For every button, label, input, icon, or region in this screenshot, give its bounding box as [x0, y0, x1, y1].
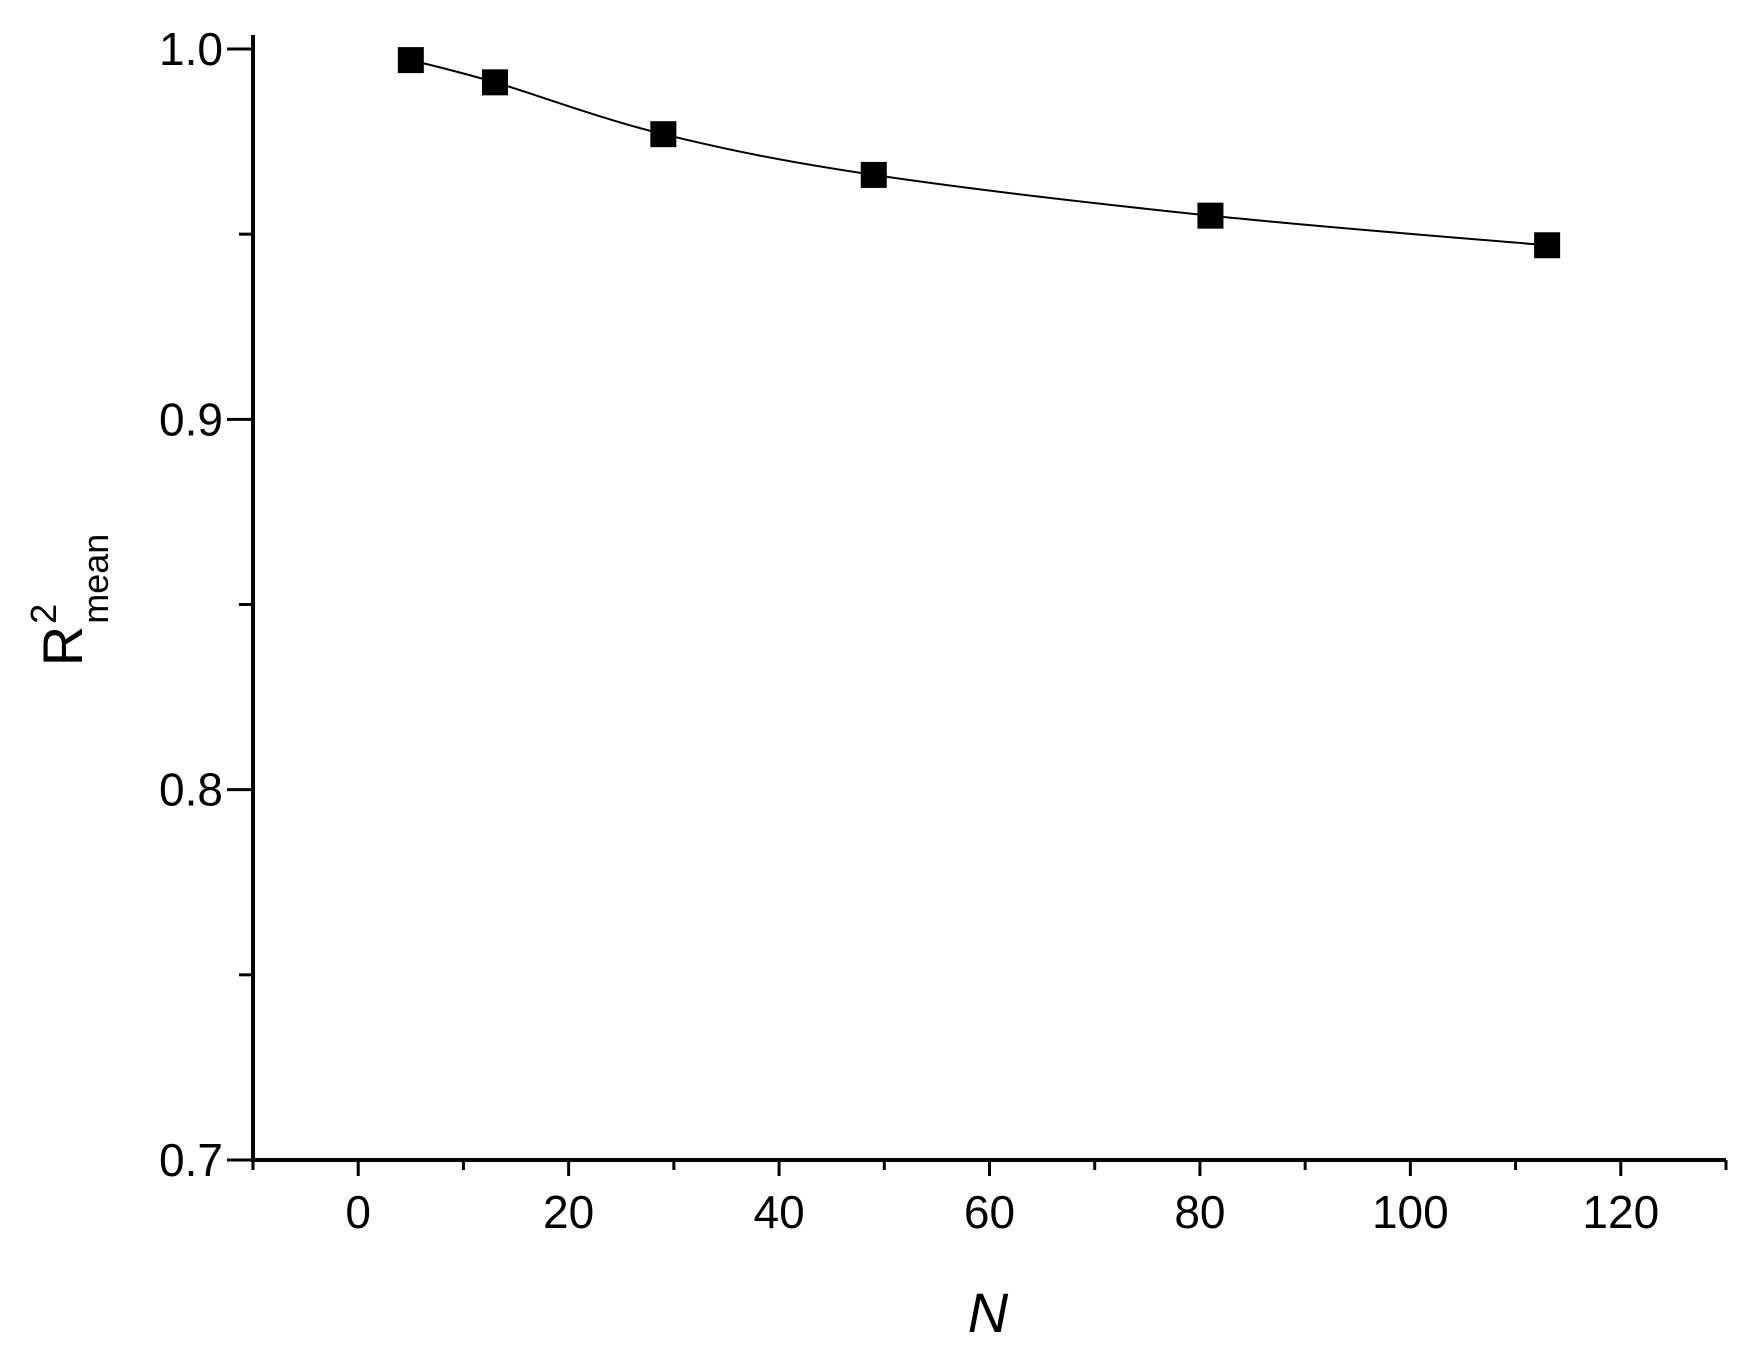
x-tick-label: 60	[964, 1186, 1015, 1238]
x-tick-label: 100	[1372, 1186, 1449, 1238]
y-axis-title: R2 mean	[23, 534, 116, 667]
y-axis-title-base: R	[31, 626, 94, 666]
y-tick-label: 0.8	[159, 764, 223, 816]
data-point	[397, 47, 424, 74]
plot-series	[397, 47, 1561, 259]
data-point	[650, 121, 677, 148]
x-tick-label: 40	[753, 1186, 804, 1238]
x-axis-title: N	[968, 1281, 1009, 1344]
y-axis-title-subscript: mean	[75, 534, 116, 624]
data-point	[1534, 232, 1561, 259]
y-tick-label: 0.9	[159, 393, 223, 445]
data-point	[481, 69, 508, 96]
y-tick-label: 1.0	[159, 23, 223, 75]
x-tick-label: 20	[543, 1186, 594, 1238]
data-point	[860, 161, 887, 188]
axis-titles: N R2 mean	[23, 534, 1009, 1344]
axes: 0 20 40 60 80 100 120 0.7 0.8 0.9 1.0	[159, 23, 1728, 1238]
x-tick-label: 120	[1582, 1186, 1659, 1238]
x-tick-label: 80	[1174, 1186, 1225, 1238]
y-tick-label: 0.7	[159, 1134, 223, 1186]
y-axis-title-superscript: 2	[23, 604, 64, 624]
x-tick-label: 0	[345, 1186, 371, 1238]
data-point	[1197, 202, 1224, 229]
